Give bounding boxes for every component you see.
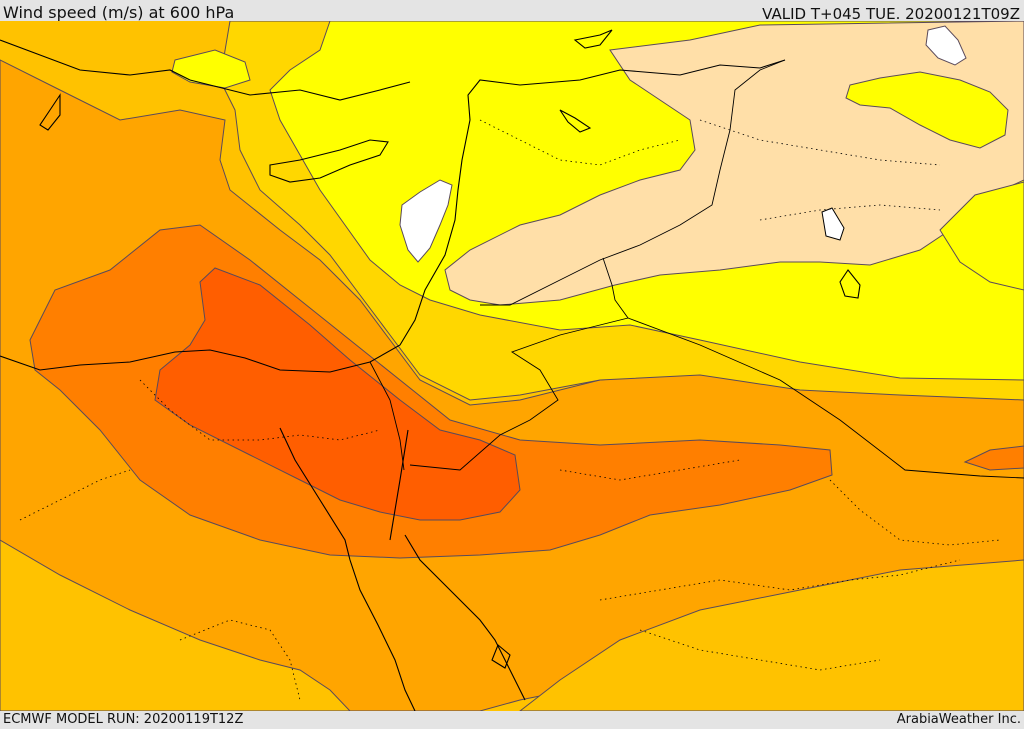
band-yellow-pocket-northeast	[845, 71, 1009, 149]
band-white-pocket-northeast	[925, 25, 967, 66]
band-amber-southwest	[0, 539, 351, 711]
band-amber-southeast	[519, 559, 1024, 711]
lake-spot-east	[821, 207, 845, 241]
valid-time: VALID T+045 TUE. 20200121T09Z	[762, 5, 1020, 23]
band-white-pocket	[399, 179, 453, 263]
header-bar: Wind speed (m/s) at 600 hPa VALID T+045 …	[0, 0, 1024, 23]
map-title: Wind speed (m/s) at 600 hPa	[3, 3, 235, 22]
coastlines	[0, 29, 861, 711]
band-yellow-southeast	[939, 181, 1024, 291]
band-orange-east-streak	[963, 445, 1024, 471]
model-run-label: ECMWF MODEL RUN: 20200119T12Z	[3, 712, 244, 727]
weather-map	[0, 21, 1024, 711]
borders	[369, 59, 1024, 479]
band-red-orange-core	[154, 267, 521, 521]
band-yellow-islet-west	[171, 49, 251, 89]
footer-bar: ECMWF MODEL RUN: 20200119T12Z ArabiaWeat…	[0, 711, 1024, 729]
credit-label: ArabiaWeather Inc.	[896, 712, 1021, 727]
admin-dotted-lines	[19, 119, 1001, 701]
wind-speed-map-svg	[0, 21, 1024, 711]
